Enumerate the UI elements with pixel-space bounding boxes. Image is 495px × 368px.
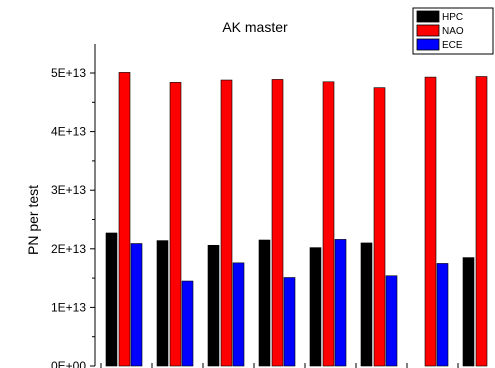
legend-label-hpc: HPC — [442, 12, 463, 23]
bar-hpc-0 — [105, 232, 118, 367]
y-tick-label-4: 4E+13 — [51, 125, 86, 139]
y-tick-label-1: 1E+13 — [51, 300, 86, 314]
legend-swatch-ece — [416, 38, 440, 51]
bar-ece-2 — [232, 262, 245, 367]
bar-nao-0 — [118, 72, 131, 367]
legend-label-ece: ECE — [442, 40, 463, 51]
y-tick-label-2: 2E+13 — [51, 242, 86, 256]
bar-nao-3 — [271, 79, 284, 367]
legend-label-nao: NAO — [442, 26, 464, 37]
chart-title: AK master — [222, 19, 288, 35]
bar-nao-5 — [373, 87, 386, 367]
bars — [105, 72, 488, 367]
y-tick-label-3: 3E+13 — [51, 183, 86, 197]
legend: HPC NAO ECE — [412, 7, 494, 55]
x-ticks — [100, 363, 459, 368]
bar-nao-1 — [169, 82, 182, 367]
y-ticks: 0E+00 1E+13 2E+13 3E+13 4E+13 5E+13 — [51, 66, 95, 368]
legend-swatch-hpc — [416, 10, 440, 23]
bar-hpc-2 — [207, 244, 220, 367]
bar-hpc-4 — [309, 247, 322, 367]
bar-hpc-3 — [258, 239, 271, 367]
bar-hpc-1 — [156, 240, 169, 367]
bar-ece-3 — [283, 277, 296, 367]
bar-ece-6 — [436, 263, 449, 367]
bar-hpc-7 — [462, 257, 475, 367]
bar-ece-5 — [385, 275, 398, 367]
bar-ece-4 — [334, 239, 347, 367]
bar-nao-2 — [220, 79, 233, 367]
bar-hpc-5 — [360, 242, 373, 367]
legend-swatch-nao — [416, 24, 440, 37]
bar-ece-1 — [181, 280, 194, 367]
bar-nao-6 — [424, 76, 437, 367]
bar-ece-0 — [130, 243, 143, 367]
bar-nao-7 — [475, 76, 488, 367]
y-tick-label-0: 0E+00 — [51, 359, 86, 368]
y-tick-label-5: 5E+13 — [51, 66, 86, 80]
bar-nao-4 — [322, 81, 335, 367]
y-axis-label: PN per test — [25, 185, 41, 255]
